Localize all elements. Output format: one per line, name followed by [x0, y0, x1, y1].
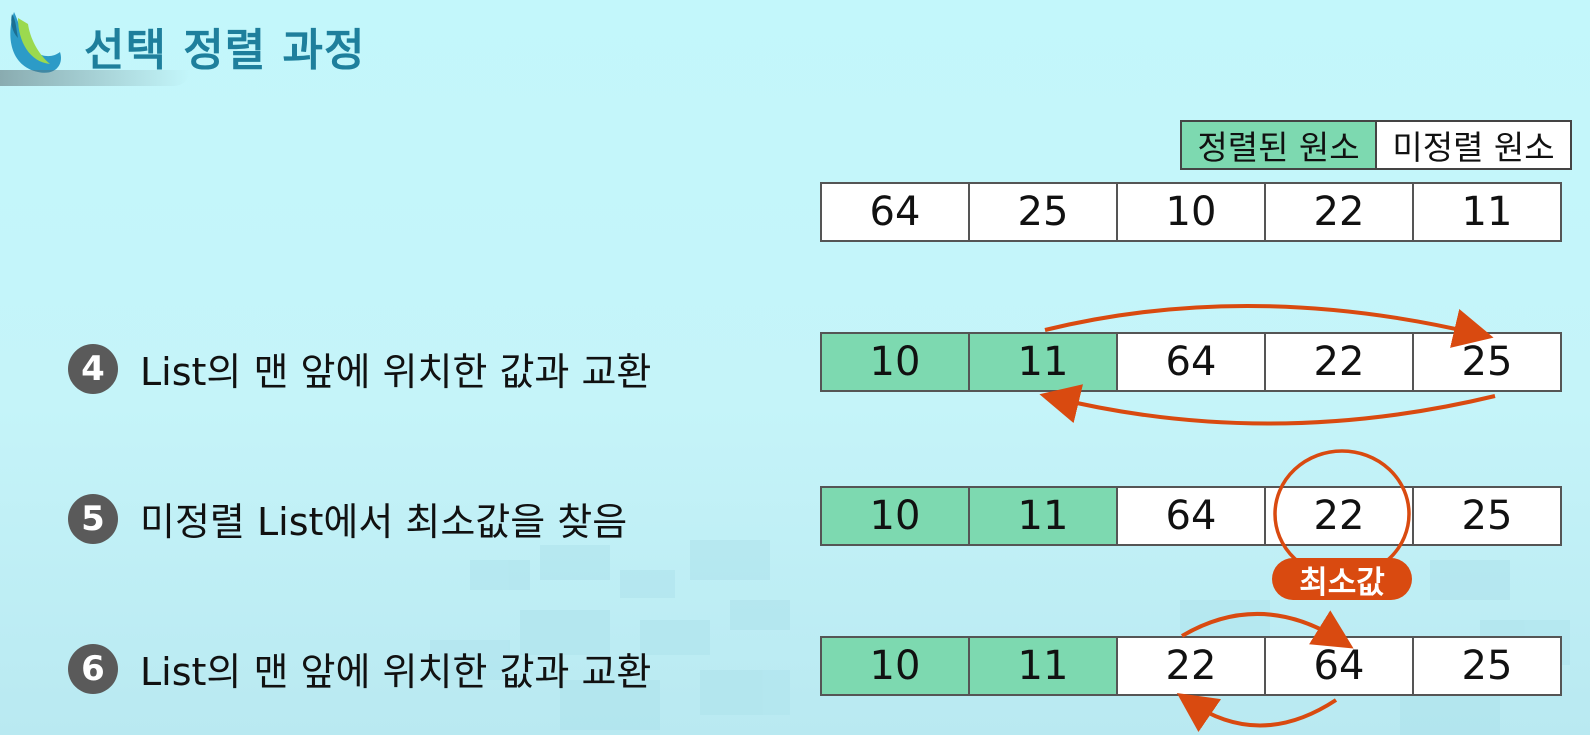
array-cell: 22 [1264, 182, 1414, 242]
leaf-logo-icon [10, 12, 62, 73]
swap-arrow-forward [1044, 304, 1494, 348]
array-cell: 11 [1412, 182, 1562, 242]
step-number-badge: 4 [68, 343, 118, 394]
array-cell-sorted: 10 [820, 486, 970, 546]
title-block: 선택 정렬 과정 [0, 0, 420, 90]
array-cell: 64 [1116, 486, 1266, 546]
array-cell: 25 [1412, 636, 1562, 696]
swap-arrow-back [1176, 692, 1338, 733]
array-cell: 64 [1264, 636, 1414, 696]
page-title: 선택 정렬 과정 [84, 25, 366, 76]
title-underline [0, 70, 190, 86]
array-cell-sorted: 10 [820, 332, 970, 392]
legend: 정렬된 원소 미정렬 원소 [1180, 120, 1572, 170]
step-6: 6 List의 맨 앞에 위치한 값과 교환 [68, 641, 651, 696]
array-cell: 22 [1264, 332, 1414, 392]
array-cell-sorted: 11 [968, 486, 1118, 546]
array-cell: 22 [1264, 486, 1414, 546]
step-number-badge: 6 [68, 643, 118, 694]
min-value-badge: 최소값 [1272, 558, 1412, 601]
array-cell-sorted: 10 [820, 636, 970, 696]
array-cell: 25 [1412, 332, 1562, 392]
step-description: 미정렬 List에서 최소값을 찾음 [140, 500, 628, 544]
step-5-array-row: 10 11 64 22 25 [820, 486, 1562, 546]
step-4: 4 List의 맨 앞에 위치한 값과 교환 [68, 341, 651, 396]
array-cell: 22 [1116, 636, 1266, 696]
step-6-array-row: 10 11 22 64 25 [820, 636, 1562, 696]
step-number-badge: 5 [68, 493, 118, 544]
legend-unsorted: 미정렬 원소 [1377, 122, 1570, 168]
step-4-array-row: 10 11 64 22 25 [820, 332, 1562, 392]
step-description: List의 맨 앞에 위치한 값과 교환 [140, 650, 652, 694]
array-cell-sorted: 11 [968, 636, 1118, 696]
array-cell: 25 [1412, 486, 1562, 546]
step-5: 5 미정렬 List에서 최소값을 찾음 [68, 491, 627, 546]
array-cell: 64 [1116, 332, 1266, 392]
legend-sorted: 정렬된 원소 [1182, 122, 1377, 168]
swap-arrow-back [1039, 384, 1496, 426]
array-cell-sorted: 11 [968, 332, 1118, 392]
array-cell: 25 [968, 182, 1118, 242]
array-cell: 64 [820, 182, 970, 242]
step-description: List의 맨 앞에 위치한 값과 교환 [140, 350, 652, 394]
array-cell: 10 [1116, 182, 1266, 242]
initial-array-row: 64 25 10 22 11 [820, 182, 1562, 242]
